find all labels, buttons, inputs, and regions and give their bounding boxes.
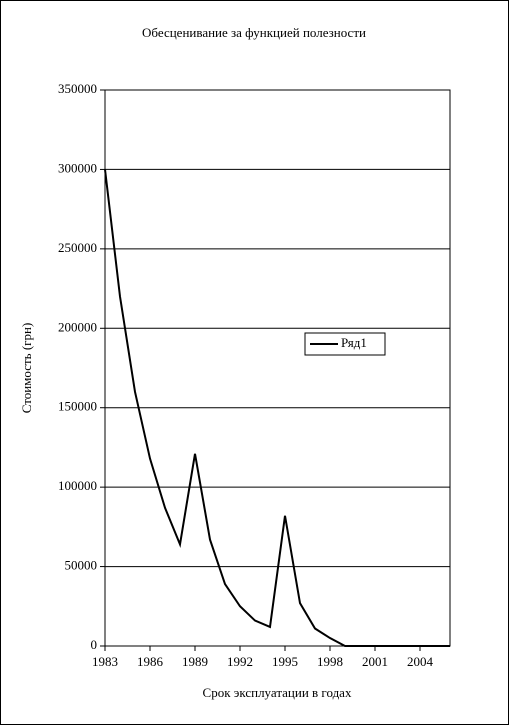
y-axis-label: Стоимость (грн) (19, 323, 34, 414)
y-tick-label: 300000 (58, 160, 97, 175)
y-tick-label: 50000 (65, 558, 98, 573)
x-tick-label: 1983 (92, 654, 118, 669)
y-tick-label: 350000 (58, 81, 97, 96)
series-line (104, 169, 450, 647)
y-tick-label: 150000 (58, 399, 97, 414)
y-tick-label: 250000 (58, 240, 97, 255)
x-tick-label: 2004 (407, 654, 434, 669)
y-tick-label: 100000 (58, 478, 97, 493)
y-tick-label: 200000 (58, 319, 97, 334)
x-tick-label: 2001 (362, 654, 388, 669)
legend-label: Ряд1 (341, 335, 367, 350)
x-tick-label: 1986 (137, 654, 164, 669)
x-tick-label: 1995 (272, 654, 298, 669)
chart-title: Обесценивание за функцией полезности (142, 25, 366, 40)
x-tick-label: 1992 (227, 654, 253, 669)
x-tick-label: 1989 (182, 654, 208, 669)
legend-box (304, 332, 386, 356)
y-tick-label: 0 (91, 637, 98, 652)
x-axis-label: Срок эксплуатации в годах (203, 685, 352, 700)
x-tick-label: 1998 (317, 654, 343, 669)
